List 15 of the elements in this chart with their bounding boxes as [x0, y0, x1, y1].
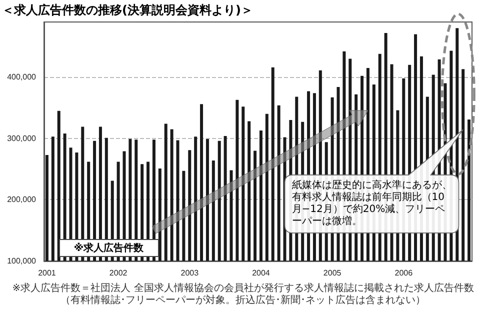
y-tick-label: 200,000	[7, 195, 37, 204]
x-tick-label: 2004	[252, 268, 270, 278]
annotation: ※求人広告件数	[58, 239, 159, 257]
text: （有料情報誌･フリーペーパーが対象。折込広告･新聞･ネット広告は含まれない）	[60, 295, 426, 307]
chart-title: ＜求人広告件数の推移(決算説明会資料より)＞	[2, 2, 253, 19]
x-tick-label: 2002	[109, 268, 128, 278]
y-tick-label: 100,000	[7, 256, 37, 266]
y-tick-label: 300,000	[7, 134, 37, 143]
x-tick-label: 2001	[38, 268, 56, 278]
y-tick-label: 400,000	[7, 72, 37, 82]
text: ※求人広告件数＝社団法人 全国求人情報協会の会員社が発行する求人情報誌に掲載された求人広告件数	[11, 283, 475, 294]
x-tick-label: 2005	[323, 268, 342, 278]
annotation: 紙媒体は歴史的に高水準にあるが、有料求人情報誌は前年同期比（10月−12月）で約20%減、フリーペーパーは微増。	[290, 178, 453, 229]
x-tick-label: 2006	[394, 268, 414, 278]
x-tick-label: 2003	[180, 268, 200, 278]
